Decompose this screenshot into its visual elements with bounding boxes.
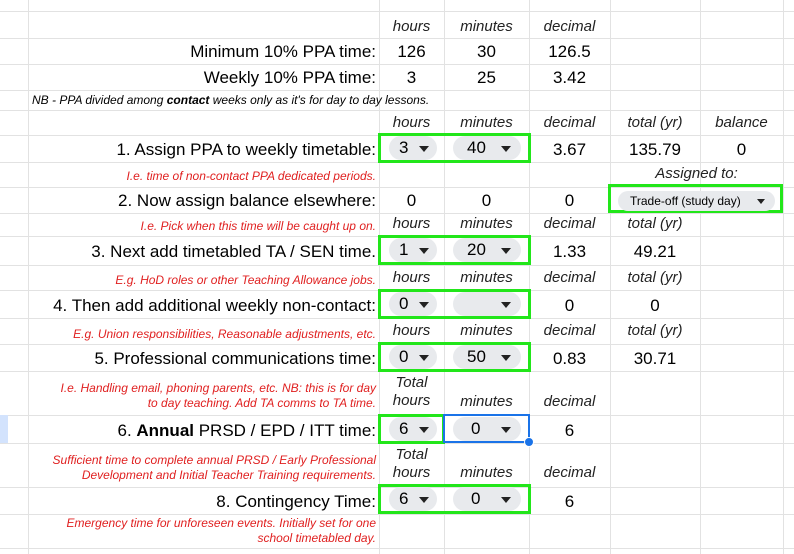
chevron-down-icon bbox=[501, 497, 511, 503]
header-minutes: minutes bbox=[460, 322, 513, 339]
header-minutes: minutes bbox=[460, 464, 513, 481]
row2-label: 2. Now assign balance elsewhere: bbox=[118, 191, 376, 210]
chevron-down-icon bbox=[501, 355, 511, 361]
min-ppa-label: Minimum 10% PPA time: bbox=[190, 42, 376, 61]
row3-hours-dropdown[interactable]: 1 bbox=[389, 238, 437, 262]
header-decimal: decimal bbox=[543, 114, 596, 131]
chevron-down-icon bbox=[419, 355, 429, 361]
row3-dropdown-highlight bbox=[378, 235, 531, 265]
row3-decimal[interactable]: 1.33 bbox=[552, 242, 587, 261]
row6-hours-dropdown[interactable]: 6 bbox=[389, 417, 437, 441]
row1-balance[interactable]: 0 bbox=[736, 140, 747, 159]
header-decimal: decimal bbox=[543, 215, 596, 232]
row3-minutes-dropdown[interactable]: 20 bbox=[453, 238, 521, 262]
header-minutes: minutes bbox=[460, 215, 513, 232]
header-decimal: decimal bbox=[543, 18, 596, 35]
row6-minutes-dropdown[interactable]: 0 bbox=[453, 417, 521, 441]
row2-assigned-dropdown[interactable]: Trade-off (study day) bbox=[618, 191, 775, 211]
chevron-down-icon bbox=[419, 248, 429, 254]
row5-decimal[interactable]: 0.83 bbox=[552, 349, 587, 368]
row1-dropdown-highlight bbox=[378, 133, 531, 163]
row-selection-indicator bbox=[0, 415, 8, 443]
row3-label: 3. Next add timetabled TA / SEN time. bbox=[91, 242, 376, 261]
row4-dropdown-highlight bbox=[378, 289, 531, 319]
row8-dropdown-highlight bbox=[378, 484, 531, 514]
row4-total[interactable]: 0 bbox=[650, 296, 660, 315]
header-decimal: decimal bbox=[543, 464, 596, 481]
row5-dropdown-highlight bbox=[378, 342, 531, 372]
header-minutes: minutes bbox=[460, 18, 513, 35]
header-minutes: minutes bbox=[460, 269, 513, 286]
header-decimal: decimal bbox=[543, 269, 596, 286]
row1-minutes-dropdown[interactable]: 40 bbox=[453, 136, 521, 160]
row1-hours-dropdown[interactable]: 3 bbox=[389, 136, 437, 160]
weekly-ppa-minutes[interactable]: 25 bbox=[477, 68, 496, 87]
row1-note: I.e. time of non-contact PPA dedicated p… bbox=[126, 169, 376, 183]
chevron-down-icon bbox=[419, 427, 429, 433]
row8-hours-dropdown[interactable]: 6 bbox=[389, 487, 437, 511]
header-minutes: minutes bbox=[460, 393, 513, 410]
chevron-down-icon bbox=[501, 302, 511, 308]
row5-total[interactable]: 30.71 bbox=[633, 349, 677, 368]
row5-note: I.e. Handling email, phoning parents, et… bbox=[60, 381, 377, 410]
weekly-ppa-decimal[interactable]: 3.42 bbox=[552, 68, 587, 87]
row6-label: 6. Annual PRSD / EPD / ITT time: bbox=[117, 421, 376, 440]
row8-label: 8. Contingency Time: bbox=[216, 492, 376, 511]
header-total-yr: total (yr) bbox=[627, 269, 683, 286]
chevron-down-icon bbox=[419, 302, 429, 308]
header-total-hours: Total hours bbox=[392, 374, 431, 409]
chevron-down-icon bbox=[501, 427, 511, 433]
row8-note: Emergency time for unforeseen events. In… bbox=[66, 516, 377, 545]
chevron-down-icon bbox=[757, 199, 765, 204]
nb-note: NB - PPA divided among contact weeks onl… bbox=[32, 93, 430, 107]
row8-decimal[interactable]: 6 bbox=[564, 492, 575, 511]
row4-decimal[interactable]: 0 bbox=[564, 296, 575, 315]
row2-minutes[interactable]: 0 bbox=[481, 191, 492, 210]
row4-hours-dropdown[interactable]: 0 bbox=[389, 292, 437, 316]
min-ppa-decimal[interactable]: 126.5 bbox=[548, 42, 591, 61]
row3-total[interactable]: 49.21 bbox=[633, 242, 677, 261]
header-decimal: decimal bbox=[543, 393, 596, 410]
min-ppa-hours[interactable]: 126 bbox=[397, 42, 426, 61]
selection-fill-handle[interactable] bbox=[524, 437, 534, 447]
chevron-down-icon bbox=[501, 248, 511, 254]
row6-note: Sufficient time to complete annual PRSD … bbox=[52, 453, 376, 482]
row6-decimal[interactable]: 6 bbox=[564, 421, 575, 440]
header-hours: hours bbox=[392, 18, 431, 35]
row2-assigned-highlight bbox=[608, 184, 783, 213]
row2-hours[interactable]: 0 bbox=[406, 191, 417, 210]
header-hours: hours bbox=[392, 269, 431, 286]
header-total-hours: Total hours bbox=[392, 446, 431, 481]
row2-decimal[interactable]: 0 bbox=[564, 191, 575, 210]
row3-note: E.g. HoD roles or other Teaching Allowan… bbox=[115, 273, 376, 287]
row6-minutes-selected-cell[interactable] bbox=[443, 414, 530, 443]
row4-label: 4. Then add additional weekly non-contac… bbox=[53, 296, 376, 315]
header-total-yr: total (yr) bbox=[627, 215, 683, 232]
row5-minutes-dropdown[interactable]: 50 bbox=[453, 345, 521, 369]
min-ppa-minutes[interactable]: 30 bbox=[477, 42, 496, 61]
header-hours: hours bbox=[392, 114, 431, 131]
row5-label: 5. Professional communications time: bbox=[94, 349, 376, 368]
header-hours: hours bbox=[392, 215, 431, 232]
row1-total[interactable]: 135.79 bbox=[629, 140, 681, 159]
chevron-down-icon bbox=[419, 146, 429, 152]
chevron-down-icon bbox=[501, 146, 511, 152]
header-balance: balance bbox=[715, 114, 768, 131]
header-decimal: decimal bbox=[543, 322, 596, 339]
row8-minutes-dropdown[interactable]: 0 bbox=[453, 487, 521, 511]
chevron-down-icon bbox=[419, 497, 429, 503]
header-hours: hours bbox=[392, 322, 431, 339]
weekly-ppa-label: Weekly 10% PPA time: bbox=[203, 68, 376, 87]
row1-decimal[interactable]: 3.67 bbox=[552, 140, 587, 159]
row4-minutes-dropdown[interactable] bbox=[453, 292, 521, 316]
row4-note: E.g. Union responsibilities, Reasonable … bbox=[73, 327, 376, 341]
header-assigned-to: Assigned to: bbox=[655, 165, 738, 182]
row2-note: I.e. Pick when this time will be caught … bbox=[140, 219, 376, 233]
weekly-ppa-hours[interactable]: 3 bbox=[406, 68, 417, 87]
row5-hours-dropdown[interactable]: 0 bbox=[389, 345, 437, 369]
header-total-yr: total (yr) bbox=[627, 322, 683, 339]
row1-label: 1. Assign PPA to weekly timetable: bbox=[116, 140, 376, 159]
header-total-yr: total (yr) bbox=[627, 114, 683, 131]
header-minutes: minutes bbox=[460, 114, 513, 131]
